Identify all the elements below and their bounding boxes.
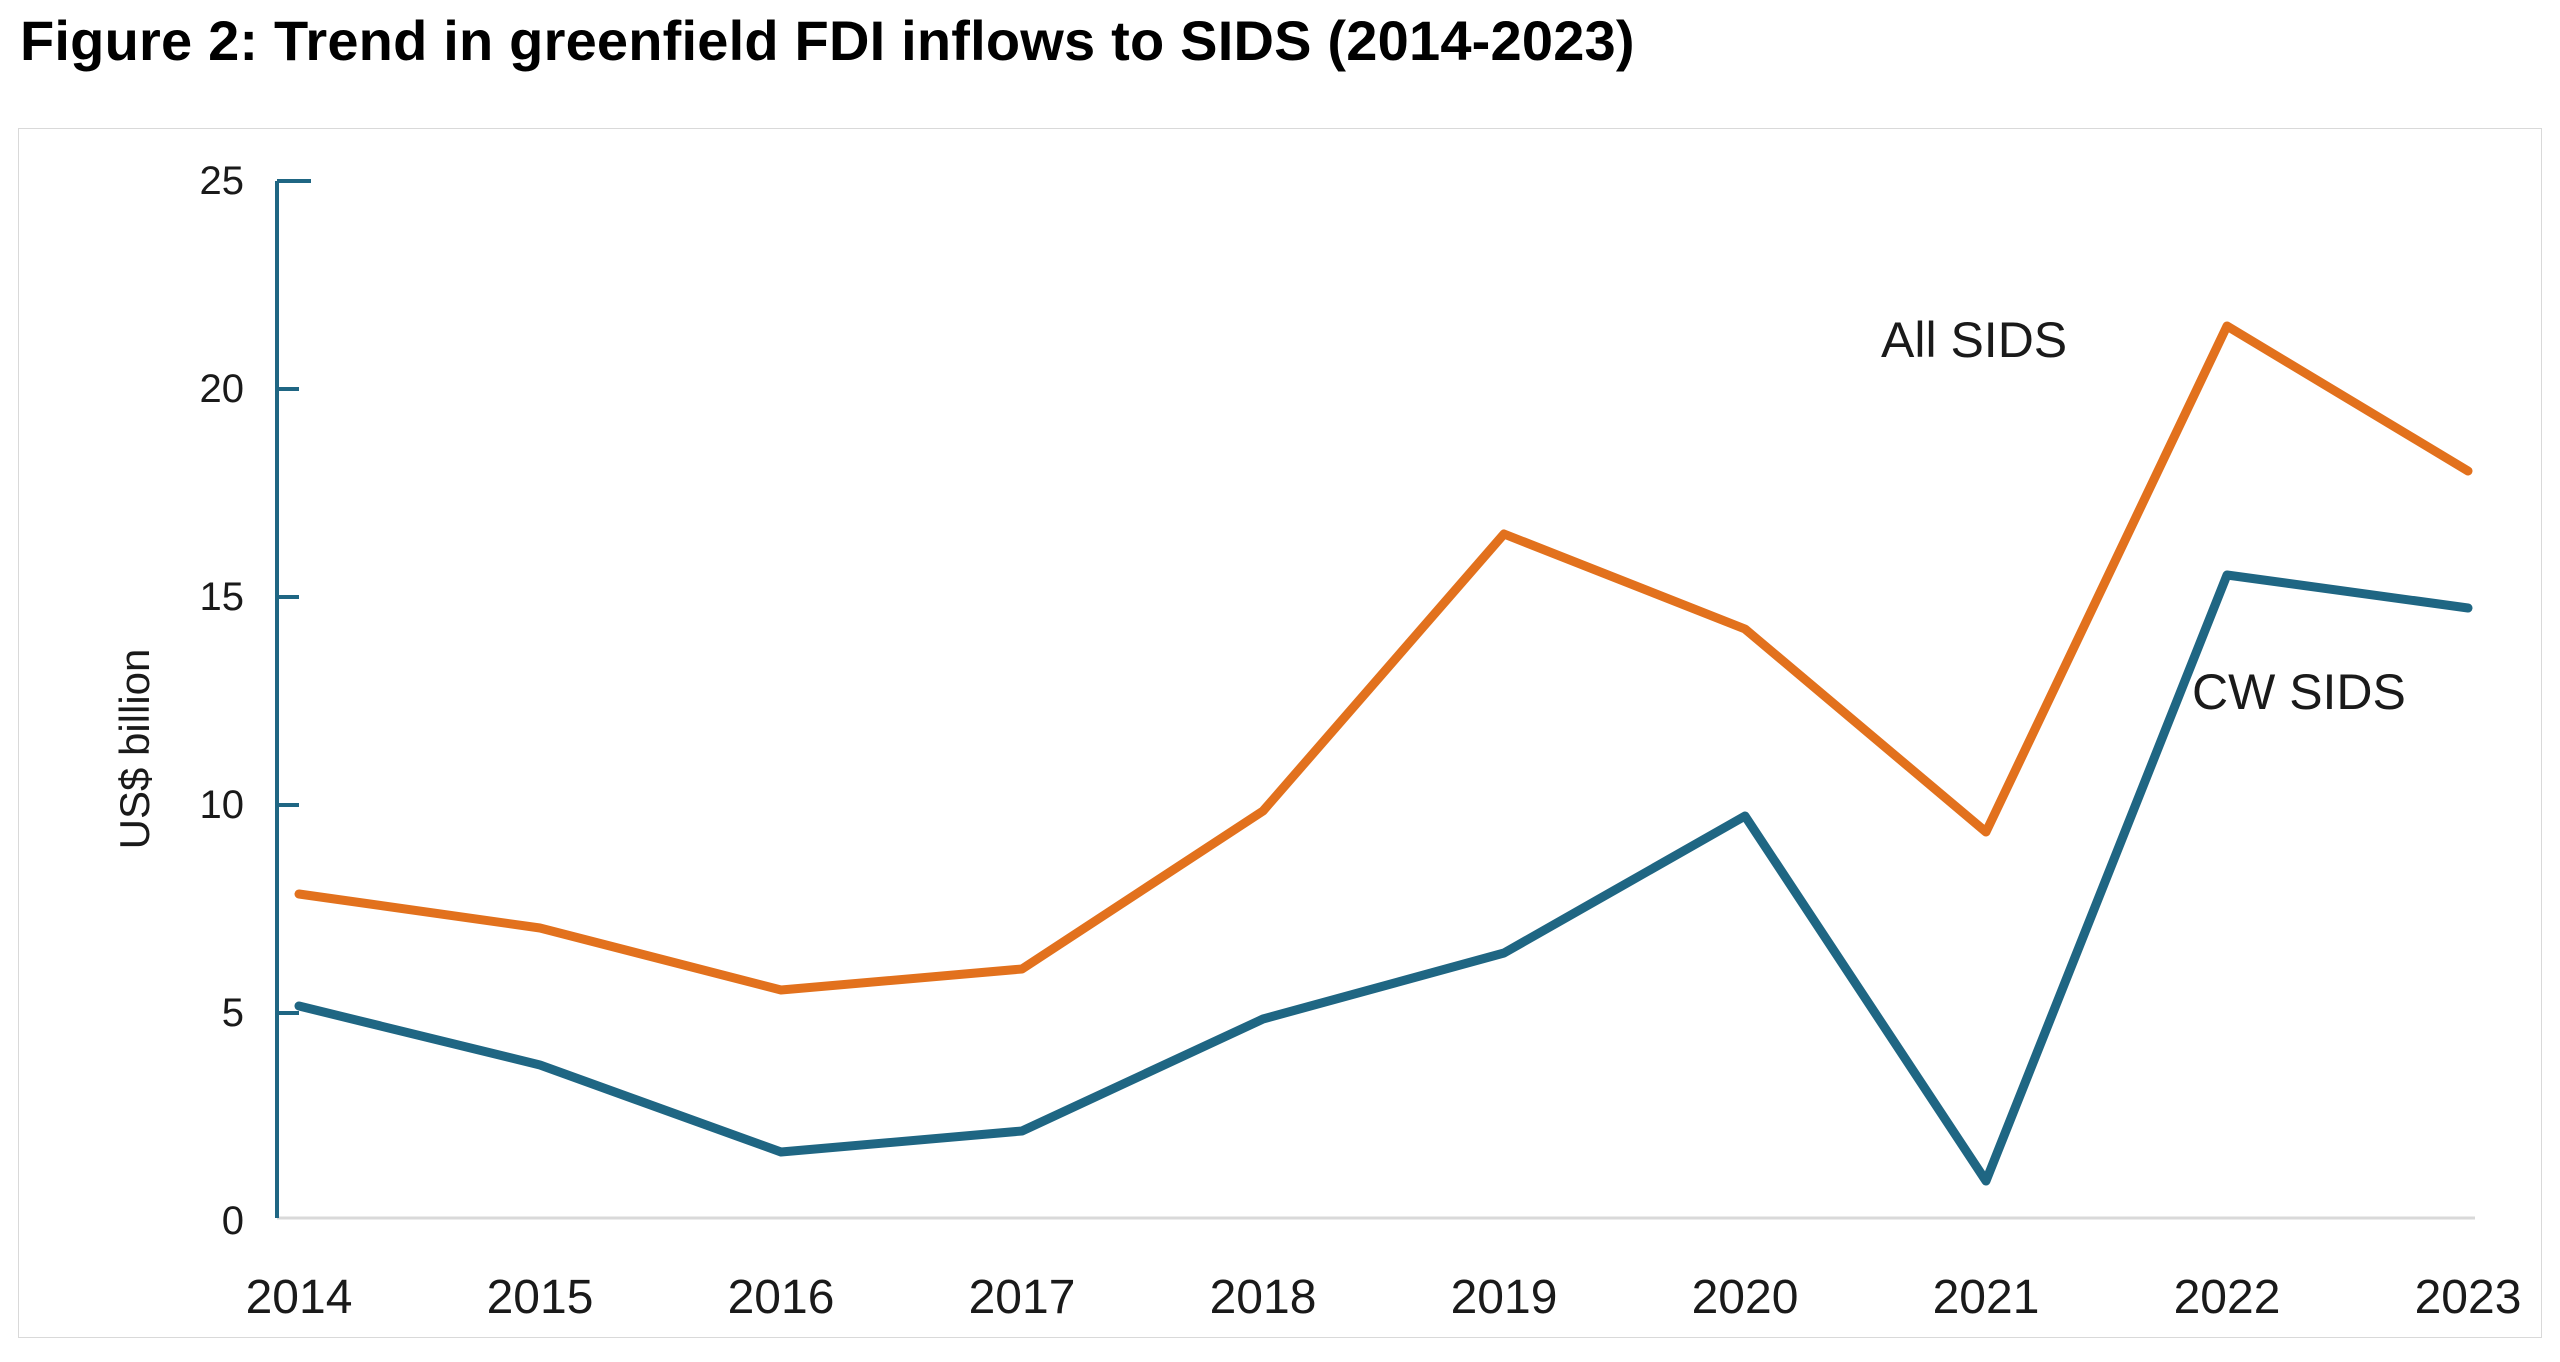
svg-text:US$ billion: US$ billion bbox=[111, 649, 158, 850]
svg-text:2019: 2019 bbox=[1451, 1271, 1558, 1324]
svg-text:2015: 2015 bbox=[487, 1271, 594, 1324]
svg-text:0: 0 bbox=[222, 1199, 244, 1243]
svg-text:5: 5 bbox=[222, 991, 244, 1035]
svg-text:All SIDS: All SIDS bbox=[1881, 312, 2067, 368]
svg-text:2021: 2021 bbox=[1933, 1271, 2040, 1324]
svg-text:2022: 2022 bbox=[2174, 1271, 2281, 1324]
svg-text:10: 10 bbox=[200, 783, 245, 827]
svg-text:2023: 2023 bbox=[2415, 1271, 2522, 1324]
svg-text:20: 20 bbox=[200, 367, 245, 411]
svg-text:2016: 2016 bbox=[728, 1271, 835, 1324]
svg-text:2020: 2020 bbox=[1692, 1271, 1799, 1324]
svg-text:2018: 2018 bbox=[1210, 1271, 1317, 1324]
svg-text:CW SIDS: CW SIDS bbox=[2192, 664, 2406, 720]
svg-text:2014: 2014 bbox=[246, 1271, 353, 1324]
svg-text:2017: 2017 bbox=[969, 1271, 1076, 1324]
svg-text:15: 15 bbox=[200, 575, 245, 619]
svg-text:25: 25 bbox=[200, 159, 245, 203]
